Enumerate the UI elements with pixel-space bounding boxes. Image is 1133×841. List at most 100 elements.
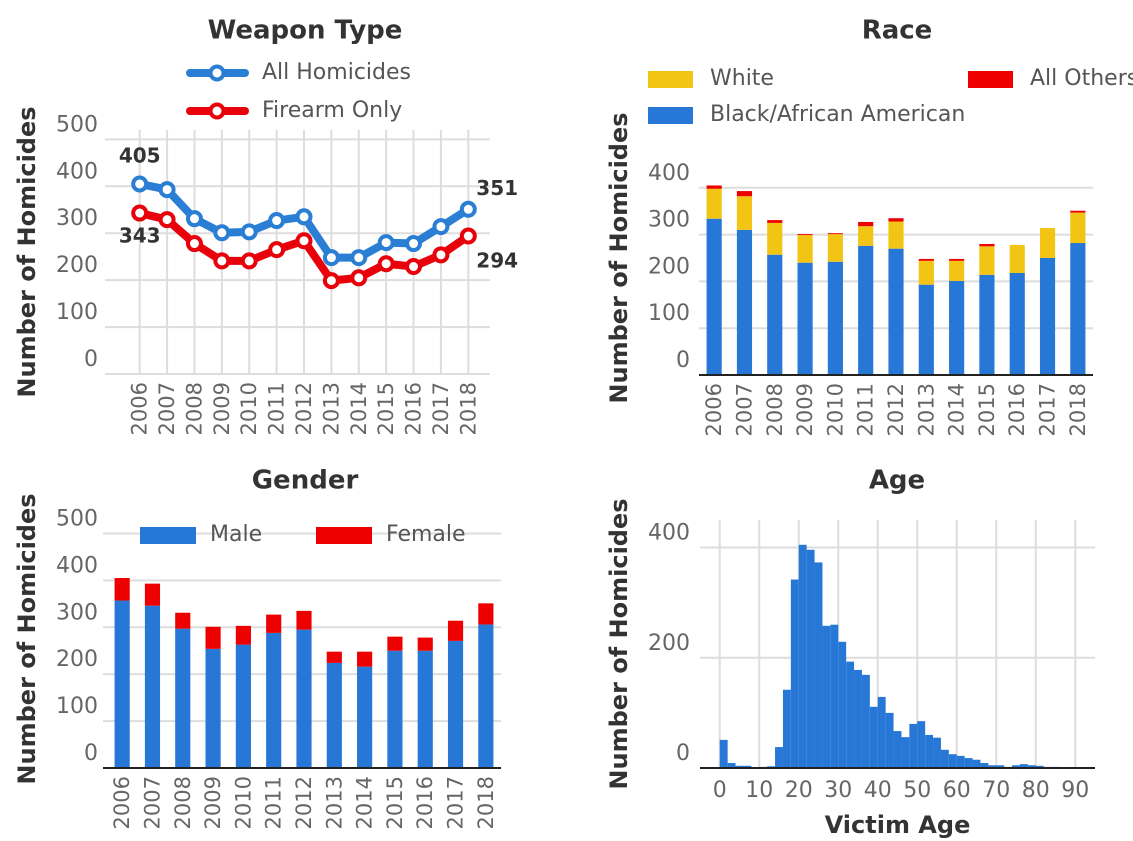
x-tick-label: 2015 bbox=[975, 383, 999, 436]
bar-segment bbox=[918, 284, 934, 375]
x-tick-label: 2012 bbox=[884, 383, 908, 436]
x-tick-label: 2016 bbox=[413, 776, 437, 829]
bar-segment bbox=[797, 262, 813, 375]
bar-segment bbox=[888, 248, 904, 375]
bar-segment bbox=[417, 637, 433, 651]
marker bbox=[185, 210, 203, 228]
y-tick-label: 0 bbox=[84, 347, 98, 372]
bar-segment bbox=[767, 222, 783, 255]
bar-segment bbox=[235, 644, 251, 768]
y-tick-label: 300 bbox=[56, 600, 98, 625]
y-tick-label: 200 bbox=[56, 647, 98, 672]
histogram-bar bbox=[727, 763, 736, 768]
x-tick-label: 2013 bbox=[322, 776, 346, 829]
bar-segment bbox=[949, 258, 965, 261]
histogram-bar bbox=[877, 696, 886, 768]
bar-segment bbox=[1009, 244, 1025, 273]
x-tick-label: 2008 bbox=[182, 382, 206, 435]
x-tick-label: 2006 bbox=[128, 382, 152, 435]
histogram-bar bbox=[743, 765, 752, 768]
bar-segment bbox=[827, 233, 843, 235]
x-tick-label: 2008 bbox=[171, 776, 195, 829]
bar-segment bbox=[706, 188, 722, 219]
legend-label: Firearm Only bbox=[262, 98, 402, 123]
marker bbox=[405, 235, 423, 253]
chart-title: Race bbox=[862, 16, 933, 46]
chart-title: Gender bbox=[252, 466, 359, 496]
histogram-bar bbox=[980, 763, 989, 768]
x-tick-label: 2017 bbox=[1036, 383, 1060, 436]
x-tick-label: 2013 bbox=[914, 383, 938, 436]
x-tick-label: 2011 bbox=[265, 382, 289, 435]
legend-swatch bbox=[140, 527, 196, 544]
x-tick-label: 10 bbox=[745, 778, 773, 803]
bar-segment bbox=[175, 612, 191, 629]
x-tick-label: 2016 bbox=[1005, 383, 1029, 436]
data-label: 351 bbox=[476, 176, 518, 200]
legend-marker bbox=[208, 64, 226, 82]
y-tick-label: 200 bbox=[648, 631, 690, 656]
bar-segment bbox=[888, 221, 904, 249]
legend-label: All Homicides bbox=[262, 60, 411, 85]
x-tick-label: 2018 bbox=[456, 382, 480, 435]
bar-segment bbox=[1070, 212, 1086, 244]
y-tick-label: 400 bbox=[648, 161, 690, 186]
y-tick-label: 0 bbox=[676, 741, 690, 766]
marker bbox=[405, 258, 423, 276]
bar-segment bbox=[767, 220, 783, 223]
legend-swatch bbox=[968, 71, 1013, 88]
marker bbox=[350, 249, 368, 267]
x-tick-label: 2016 bbox=[402, 382, 426, 435]
bar-segment bbox=[736, 196, 753, 230]
x-tick-label: 2007 bbox=[140, 776, 164, 829]
bar-segment bbox=[797, 235, 813, 263]
legend-label: Black/African American bbox=[710, 102, 965, 127]
bar-segment bbox=[918, 258, 934, 261]
marker bbox=[158, 181, 176, 199]
bar-segment bbox=[266, 614, 282, 633]
bar-segment bbox=[447, 640, 464, 768]
histogram-bar bbox=[846, 661, 855, 768]
histogram-bar bbox=[838, 641, 847, 768]
x-tick-label: 2017 bbox=[444, 776, 468, 829]
bar-segment bbox=[858, 226, 874, 246]
bar-segment bbox=[949, 260, 965, 281]
histogram-bar bbox=[806, 549, 815, 768]
y-tick-label: 500 bbox=[56, 506, 98, 531]
y-tick-label: 400 bbox=[648, 521, 690, 546]
bar-segment bbox=[235, 625, 251, 645]
y-tick-label: 200 bbox=[648, 254, 690, 279]
marker bbox=[185, 235, 203, 253]
x-tick-label: 2006 bbox=[110, 776, 134, 829]
bar-segment bbox=[767, 254, 783, 375]
y-tick-label: 300 bbox=[56, 206, 98, 231]
data-label: 343 bbox=[119, 224, 161, 248]
x-tick-label: 2009 bbox=[793, 383, 817, 436]
bar-segment bbox=[205, 648, 221, 768]
y-tick-label: 500 bbox=[56, 112, 98, 137]
histogram-bar bbox=[933, 737, 941, 768]
bar-segment bbox=[827, 234, 843, 262]
bar-segment bbox=[266, 632, 282, 768]
x-tick-label: 2007 bbox=[155, 382, 179, 435]
chart-title: Weapon Type bbox=[208, 16, 403, 46]
x-tick-label: 2010 bbox=[237, 382, 261, 435]
histogram-bar bbox=[996, 765, 1005, 768]
x-tick-label: 2010 bbox=[231, 776, 255, 829]
bar-segment bbox=[357, 651, 373, 667]
histogram-bar bbox=[948, 754, 957, 768]
x-tick-label: 2018 bbox=[1066, 383, 1090, 436]
marker bbox=[268, 241, 286, 259]
histogram-bar bbox=[822, 625, 831, 768]
legend-label: White bbox=[710, 66, 774, 91]
x-tick-label: 80 bbox=[1022, 778, 1050, 803]
histogram-bar bbox=[925, 734, 934, 768]
bar-segment bbox=[858, 221, 874, 227]
bar-segment bbox=[114, 578, 130, 601]
histogram-bar bbox=[775, 747, 783, 768]
bar-segment bbox=[144, 605, 161, 768]
x-tick-label: 2014 bbox=[945, 383, 969, 436]
marker bbox=[295, 232, 313, 250]
marker bbox=[459, 227, 477, 245]
bar-segment bbox=[296, 610, 312, 630]
